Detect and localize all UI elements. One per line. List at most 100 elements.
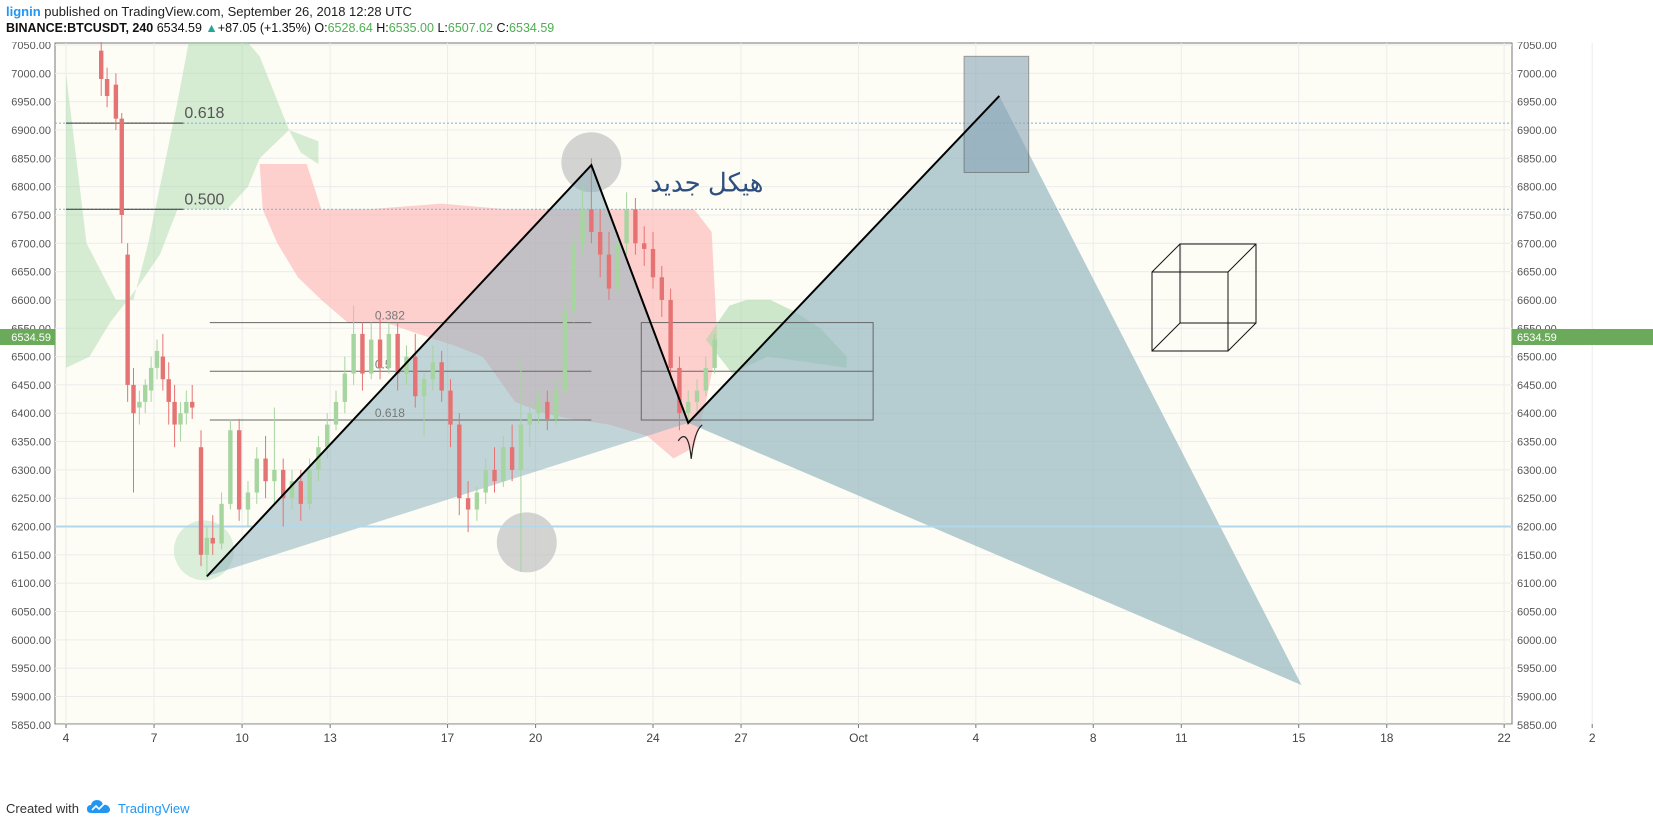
author-link[interactable]: lignin bbox=[6, 4, 41, 19]
candle-body bbox=[131, 384, 136, 414]
candle-body bbox=[457, 424, 462, 499]
open-value: 6528.64 bbox=[327, 21, 373, 35]
x-axis-label: 2 bbox=[1589, 731, 1596, 745]
candle-body bbox=[178, 413, 183, 425]
close-value: 6534.59 bbox=[509, 21, 555, 35]
y-axis-label-left: 6850.00 bbox=[11, 153, 51, 165]
low-value: 6507.02 bbox=[447, 21, 494, 35]
y-axis-label-right: 6000.00 bbox=[1517, 635, 1557, 647]
y-axis-label-left: 6050.00 bbox=[11, 607, 51, 619]
y-axis-label-left: 6300.00 bbox=[11, 465, 51, 477]
y-axis-label-right: 6600.00 bbox=[1517, 295, 1557, 307]
candle-body bbox=[474, 492, 480, 510]
y-axis-label-left: 6700.00 bbox=[11, 238, 51, 250]
candle-body bbox=[386, 333, 392, 368]
candle-body bbox=[263, 458, 268, 482]
candle-body bbox=[160, 356, 166, 380]
cube-edge bbox=[1227, 243, 1257, 273]
fib-level-label: 0.500 bbox=[184, 191, 224, 208]
y-axis-label-right: 6200.00 bbox=[1517, 522, 1557, 534]
candle-body bbox=[686, 401, 691, 414]
candle-body bbox=[430, 362, 436, 380]
y-axis-label-left: 5950.00 bbox=[11, 663, 51, 675]
x-axis-label: 4 bbox=[63, 731, 70, 745]
y-axis-label-left: 6000.00 bbox=[11, 635, 51, 647]
x-axis-label: Oct bbox=[849, 731, 868, 745]
x-axis-label: 10 bbox=[235, 731, 249, 745]
y-axis-label-left: 6400.00 bbox=[11, 408, 51, 420]
fib-level-label: 0.618 bbox=[375, 406, 405, 420]
candle-body bbox=[172, 401, 177, 425]
candle-body bbox=[228, 430, 233, 504]
x-axis-label: 11 bbox=[1175, 731, 1188, 745]
cube-drawing bbox=[1151, 243, 1257, 352]
candle-body bbox=[395, 333, 400, 374]
y-axis-label-left: 6750.00 bbox=[11, 210, 51, 222]
last-price-label-left: 6534.59 bbox=[11, 332, 51, 344]
y-axis-label-right: 6450.00 bbox=[1517, 380, 1557, 392]
cube-front-face bbox=[1151, 271, 1229, 352]
y-axis-label-left: 6100.00 bbox=[11, 578, 51, 590]
candle-body bbox=[280, 469, 286, 499]
candle-body bbox=[641, 243, 647, 249]
symbol-label[interactable]: BINANCE:BTCUSDT, 240 bbox=[6, 21, 154, 35]
y-axis-label-right: 6700.00 bbox=[1517, 238, 1557, 250]
candle-body bbox=[633, 209, 638, 244]
candle-body bbox=[254, 458, 259, 493]
candle-body bbox=[606, 254, 612, 289]
candle-body bbox=[703, 367, 709, 391]
candle-body bbox=[536, 401, 541, 414]
x-axis-label: 27 bbox=[734, 731, 748, 745]
candle-body bbox=[154, 350, 160, 368]
candle-body bbox=[125, 254, 130, 385]
high-label: H: bbox=[376, 21, 389, 35]
candle-body bbox=[501, 447, 506, 482]
y-axis-label-left: 5900.00 bbox=[11, 691, 51, 703]
x-axis-label: 8 bbox=[1090, 731, 1097, 745]
candle-body bbox=[148, 367, 154, 391]
highlight-circle bbox=[496, 512, 557, 573]
y-axis-label-right: 6050.00 bbox=[1517, 607, 1557, 619]
candle-body bbox=[518, 424, 524, 470]
x-axis-label: 24 bbox=[646, 731, 660, 745]
y-axis-label-right: 6250.00 bbox=[1517, 493, 1557, 505]
y-axis-label-right: 6100.00 bbox=[1517, 578, 1557, 590]
chart-area[interactable]: 0.618 0.500 0.382 0.5 0.618 هيكل جديد 7050.00 7… bbox=[0, 39, 1653, 790]
y-axis-label-right: 6400.00 bbox=[1517, 408, 1557, 420]
candle-body bbox=[615, 243, 620, 289]
candle-body bbox=[99, 50, 104, 79]
y-axis-label-left: 6200.00 bbox=[11, 522, 51, 534]
x-axis-label: 15 bbox=[1292, 731, 1306, 745]
y-axis-label-left: 7050.00 bbox=[11, 42, 51, 52]
x-axis-label: 22 bbox=[1497, 731, 1511, 745]
x-axis-label: 18 bbox=[1380, 731, 1394, 745]
tradingview-link[interactable]: TradingView bbox=[118, 801, 190, 816]
change-arrow-icon: ▲ bbox=[205, 21, 218, 35]
candle-body bbox=[210, 537, 215, 544]
candle-body bbox=[219, 503, 224, 544]
y-axis-label-left: 5850.00 bbox=[11, 720, 51, 732]
candle-body bbox=[465, 498, 471, 510]
candle-body bbox=[712, 339, 717, 368]
candle-body bbox=[571, 243, 576, 312]
y-axis-label-right: 6900.00 bbox=[1517, 125, 1557, 137]
candle-body bbox=[204, 537, 210, 555]
target-box bbox=[963, 55, 1030, 173]
candle-body bbox=[668, 299, 673, 368]
zigzag-line bbox=[206, 95, 1001, 578]
candle-body bbox=[421, 379, 427, 397]
close-label: C: bbox=[496, 21, 510, 35]
y-axis-label-right: 5950.00 bbox=[1517, 663, 1557, 675]
pattern-triangle-left bbox=[206, 165, 689, 577]
last-price-badge-left bbox=[0, 328, 55, 345]
cloud-green-left bbox=[66, 39, 319, 368]
candle-body bbox=[143, 384, 148, 402]
last-price-label-right: 6534.59 bbox=[1517, 332, 1557, 344]
x-axis-label: 13 bbox=[323, 731, 337, 745]
low-label: L: bbox=[437, 21, 448, 35]
candle-body bbox=[509, 447, 515, 470]
candle-body bbox=[245, 492, 251, 510]
candle-body bbox=[650, 248, 656, 278]
cube-back-face bbox=[1179, 243, 1257, 324]
